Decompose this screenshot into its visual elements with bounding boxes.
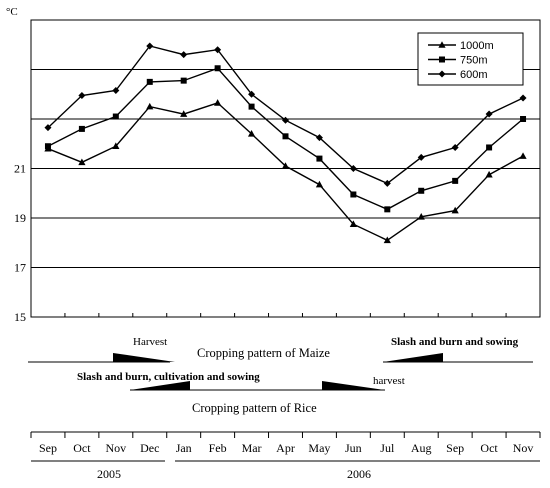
data-point-square: [146, 78, 153, 85]
data-point-square: [282, 133, 289, 140]
data-point-triangle: [281, 162, 290, 169]
maize-sowing-arrow: [383, 353, 443, 362]
month-label: Nov: [105, 441, 126, 455]
data-point-diamond: [214, 46, 222, 54]
legend-label: 1000m: [460, 40, 494, 52]
data-point-diamond: [44, 124, 52, 132]
month-label: Aug: [411, 441, 432, 455]
data-point-triangle: [485, 170, 493, 178]
data-point-square: [452, 177, 459, 184]
data-point-square: [439, 56, 445, 63]
legend-label: 600m: [460, 69, 488, 81]
series-square: [44, 65, 527, 213]
month-label: Jun: [345, 441, 362, 455]
month-label: Apr: [276, 441, 295, 455]
month-label: Oct: [480, 441, 498, 455]
month-labels: Sep Oct Nov Dec Jan Feb Mar Apr May Jun Jul Aug Sep O…: [39, 441, 533, 455]
data-point-triangle: [146, 102, 154, 110]
data-point-diamond: [248, 90, 256, 98]
y-tick-label: 17: [14, 261, 26, 275]
data-point-triangle: [438, 41, 446, 48]
month-label: Dec: [140, 441, 159, 455]
data-point-diamond: [438, 70, 446, 78]
data-point-square: [214, 65, 221, 72]
data-point-diamond: [180, 51, 188, 59]
data-point-square: [486, 144, 493, 151]
data-point-triangle: [417, 212, 425, 220]
maize-pattern: Harvest Cropping pattern of Maize Slash …: [28, 336, 533, 363]
series-diamond: [44, 42, 527, 187]
data-point-square: [418, 187, 425, 194]
data-point-triangle: [451, 206, 459, 214]
month-label: Jul: [380, 441, 395, 455]
rice-pattern: Slash and burn, cultivation and sowing h…: [77, 371, 405, 415]
data-point-diamond: [315, 134, 323, 142]
month-label: Sep: [446, 441, 464, 455]
maize-sowing-label: Slash and burn and sowing: [391, 336, 519, 348]
series-triangle: [44, 99, 527, 244]
maize-harvest-arrow: [113, 353, 175, 362]
rice-pattern-title: Cropping pattern of Rice: [192, 401, 317, 415]
rice-harvest-arrow: [322, 381, 385, 390]
y-axis-ticks: 15 17 19 21: [14, 162, 541, 324]
data-point-triangle: [247, 130, 256, 137]
month-axis-ticks: [30, 432, 541, 438]
y-tick-label: 19: [14, 211, 26, 225]
data-point-square: [316, 155, 323, 162]
year-label-2006: 2006: [347, 467, 371, 481]
legend: 1000m 750m 600m: [417, 32, 524, 86]
month-label: May: [308, 441, 330, 455]
data-point-square: [78, 125, 85, 132]
data-series: [44, 42, 527, 244]
data-point-diamond: [112, 87, 120, 95]
year-label-2005: 2005: [97, 467, 121, 481]
month-label: Nov: [513, 441, 534, 455]
legend-label: 750m: [460, 55, 488, 67]
data-point-triangle: [180, 110, 188, 117]
data-point-diamond: [519, 94, 527, 102]
data-point-triangle: [78, 158, 86, 166]
month-label: Mar: [242, 441, 262, 455]
y-tick-label: 15: [14, 310, 26, 324]
data-point-diamond: [349, 165, 357, 172]
month-label: Feb: [209, 441, 227, 455]
data-point-diamond: [282, 116, 289, 124]
month-label: Sep: [39, 441, 57, 455]
data-point-diamond: [383, 179, 391, 187]
data-point-diamond: [451, 143, 459, 151]
maize-harvest-label: Harvest: [133, 336, 167, 348]
data-point-square: [384, 206, 391, 213]
y-tick-label: 21: [14, 162, 26, 176]
rice-harvest-label: harvest: [373, 375, 405, 387]
data-point-square: [180, 77, 187, 84]
data-point-diamond: [78, 91, 86, 99]
data-point-diamond: [485, 110, 493, 118]
data-point-triangle: [214, 99, 222, 106]
data-point-square: [44, 143, 51, 150]
data-point-square: [112, 113, 119, 120]
maize-pattern-title: Cropping pattern of Maize: [197, 346, 330, 360]
data-point-triangle: [112, 142, 120, 150]
rice-sowing-label: Slash and burn, cultivation and sowing: [77, 371, 260, 383]
rice-sowing-arrow: [130, 381, 190, 390]
data-point-triangle: [383, 236, 391, 244]
data-point-diamond: [146, 42, 154, 50]
data-point-square: [248, 103, 255, 110]
data-point-square: [350, 191, 357, 198]
data-point-triangle: [315, 180, 324, 188]
data-point-square: [520, 116, 527, 122]
data-point-diamond: [417, 153, 425, 161]
y-axis-unit: °C: [6, 6, 18, 18]
data-point-triangle: [349, 220, 357, 227]
data-point-triangle: [519, 152, 527, 159]
month-label: Oct: [73, 441, 91, 455]
month-label: Jan: [176, 441, 192, 455]
